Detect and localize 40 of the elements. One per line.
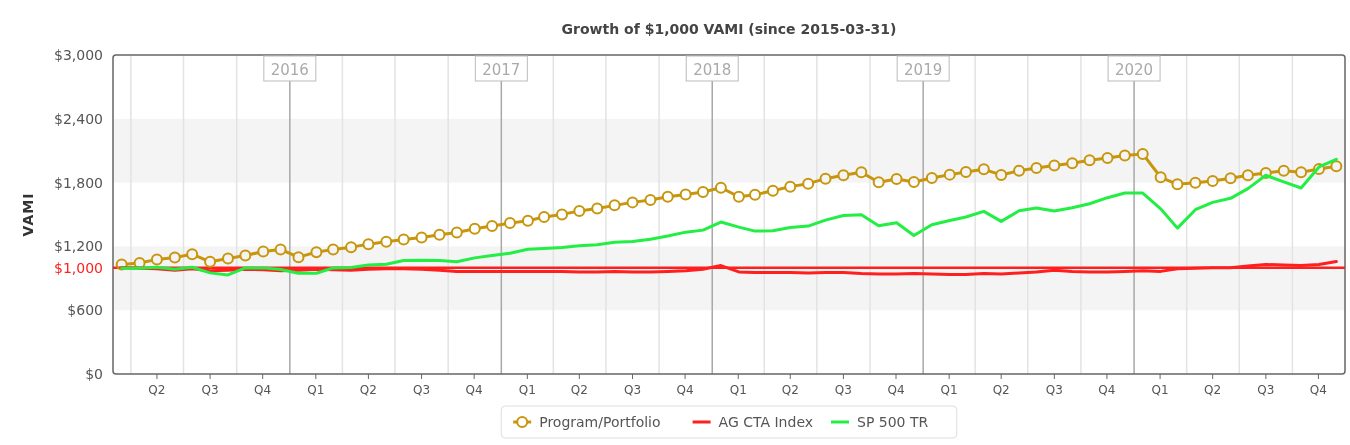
x-tick-label: Q4 bbox=[465, 383, 483, 397]
x-tick-label: Q3 bbox=[201, 383, 219, 397]
x2-tick-label: 2020 bbox=[1114, 61, 1154, 79]
x-tick-label: Q3 bbox=[1045, 383, 1063, 397]
x-tick-label: Q4 bbox=[1309, 383, 1327, 397]
x-tick-label: Q4 bbox=[1098, 383, 1116, 397]
x-tick-label: Q2 bbox=[148, 383, 166, 397]
x-tick-label: Q1 bbox=[307, 383, 325, 397]
x-tick-label: Q2 bbox=[570, 383, 588, 397]
chart-title: Growth of $1,000 VAMI (since 2015-03-31) bbox=[561, 21, 897, 37]
x2-tick-label: 2018 bbox=[693, 61, 732, 79]
x2-tick-label: 2017 bbox=[482, 61, 521, 79]
ref-line-label: $1,000 bbox=[54, 259, 103, 276]
legend-label: Program/Portfolio bbox=[539, 414, 661, 430]
x-tick-label: Q2 bbox=[992, 383, 1010, 397]
x-tick-label: Q4 bbox=[676, 383, 694, 397]
y-tick-label: $600 bbox=[67, 302, 103, 319]
x-tick-label: Q3 bbox=[1257, 383, 1275, 397]
x-tick-label: Q1 bbox=[940, 383, 958, 397]
y-tick-label: $1,200 bbox=[54, 238, 103, 255]
x-tick-label: Q2 bbox=[1204, 383, 1222, 397]
x-tick-label: Q3 bbox=[834, 383, 852, 397]
y-axis-title: VAMI bbox=[20, 192, 36, 237]
x-tick-label: Q4 bbox=[254, 383, 272, 397]
legend-label: AG CTA Index bbox=[718, 414, 814, 430]
x2-tick-label: 2016 bbox=[270, 61, 309, 79]
x-tick-label: Q1 bbox=[518, 383, 536, 397]
y-tick-label: $1,800 bbox=[54, 174, 103, 191]
y-tick-label: $0 bbox=[85, 366, 103, 382]
x-tick-label: Q1 bbox=[729, 383, 747, 397]
x2-tick-label: 2019 bbox=[904, 61, 943, 79]
x-tick-label: Q1 bbox=[1151, 383, 1169, 397]
x-tick-label: Q3 bbox=[623, 383, 642, 397]
y-tick-label: $2,400 bbox=[54, 110, 103, 127]
x-tick-label: Q2 bbox=[359, 383, 377, 397]
x-tick-label: Q2 bbox=[781, 383, 799, 397]
x-tick-label: Q4 bbox=[887, 383, 905, 397]
legend-label: SP 500 TR bbox=[857, 414, 929, 430]
x-tick-label: Q3 bbox=[413, 383, 431, 397]
y-tick-label: $3,000 bbox=[54, 47, 103, 63]
